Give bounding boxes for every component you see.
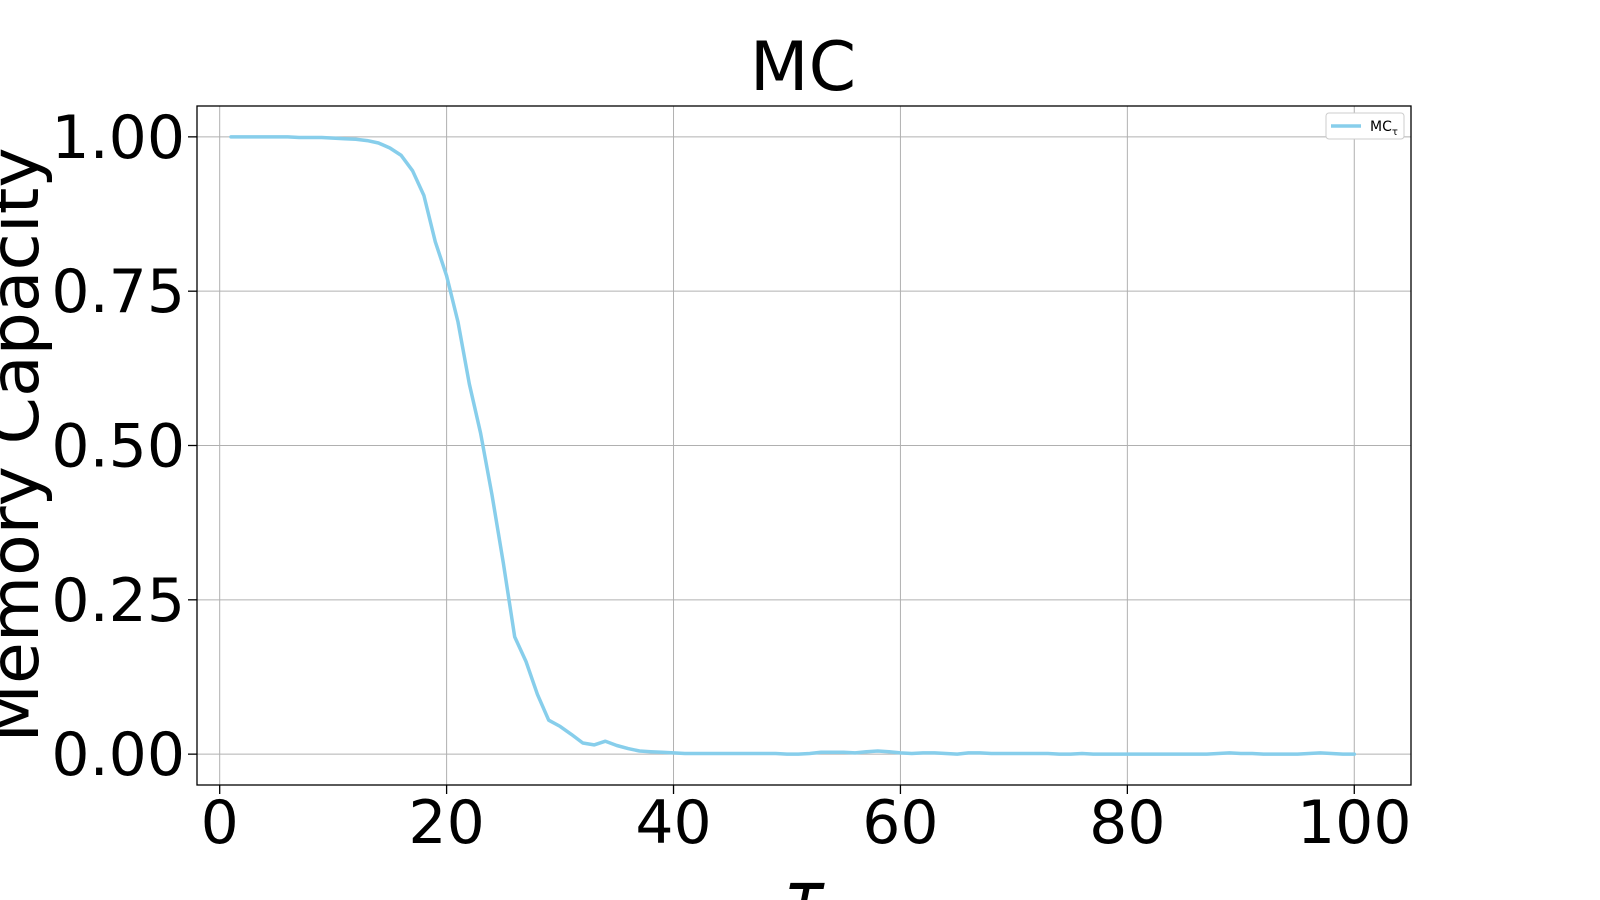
x-axis-label: τ (784, 858, 826, 900)
legend-label-sub: τ (1392, 127, 1398, 138)
y-tick-label: 1.00 (51, 103, 185, 173)
legend-label: MCτ (1370, 119, 1398, 138)
y-tick-label: 0.00 (51, 720, 185, 790)
x-tick-label: 20 (408, 788, 484, 858)
x-tick-label: 100 (1297, 788, 1412, 858)
legend: MCτ (1325, 112, 1405, 140)
x-tick-label: 0 (201, 788, 239, 858)
axis-ticks: 0 20 40 60 80 100 0.00 0.25 0.50 0.75 1.00 (51, 103, 1411, 858)
x-tick-label: 40 (635, 788, 711, 858)
y-axis-label: Memory Capacity (0, 147, 55, 742)
y-tick-label: 0.50 (51, 412, 185, 482)
grid-lines (197, 106, 1411, 785)
series-line (229, 135, 1357, 756)
legend-label-base: MC (1370, 119, 1392, 135)
y-tick-label: 0.25 (51, 566, 185, 636)
y-tick-label: 0.75 (51, 257, 185, 327)
chart-title: MC (750, 28, 856, 107)
legend-box (1325, 112, 1405, 140)
plot-series (229, 135, 1357, 756)
x-tick-label: 80 (1089, 788, 1165, 858)
x-tick-label: 60 (862, 788, 938, 858)
